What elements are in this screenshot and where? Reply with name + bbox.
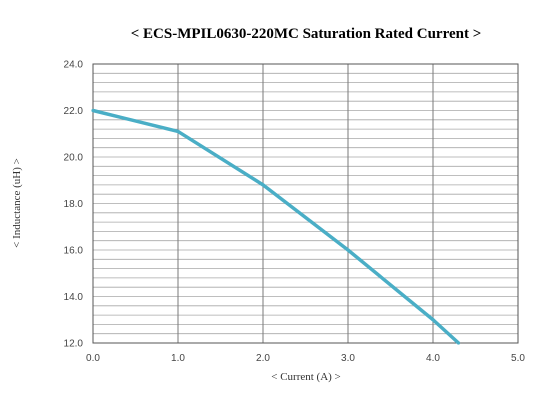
y-tick-label: 12.0: [64, 339, 84, 350]
data-point: [261, 183, 265, 187]
y-tick-label: 18.0: [64, 199, 84, 210]
chart-grid: [92, 63, 519, 344]
x-axis-ticks: 0.0 1.0 2.0 3.0 4.0 5.0: [86, 353, 525, 364]
y-tick-label: 16.0: [64, 246, 84, 257]
chart-title: < ECS-MPIL0630-220MC Saturation Rated Cu…: [131, 26, 482, 42]
data-point: [456, 341, 461, 345]
x-tick-label: 5.0: [511, 353, 525, 364]
data-point: [431, 318, 435, 322]
data-point: [91, 108, 95, 113]
x-tick-label: 0.0: [86, 353, 100, 364]
y-axis-ticks: 12.0 14.0 16.0 18.0 20.0 22.0 24.0: [64, 60, 84, 350]
chart-series: [91, 108, 461, 345]
y-tick-label: 14.0: [64, 292, 84, 303]
data-point: [176, 129, 180, 134]
data-point: [346, 248, 350, 252]
y-axis-label: < Inductance (uH) >: [11, 158, 23, 248]
inductance-curve: [92, 108, 460, 345]
y-tick-label: 20.0: [64, 153, 84, 164]
x-tick-label: 4.0: [426, 353, 440, 364]
x-axis-label: < Current (A) >: [271, 371, 341, 383]
x-tick-label: 2.0: [256, 353, 270, 364]
x-tick-label: 1.0: [171, 353, 185, 364]
y-tick-label: 22.0: [64, 106, 84, 117]
plot-frame: [92, 63, 519, 344]
y-tick-label: 24.0: [64, 60, 84, 71]
x-tick-label: 3.0: [341, 353, 355, 364]
